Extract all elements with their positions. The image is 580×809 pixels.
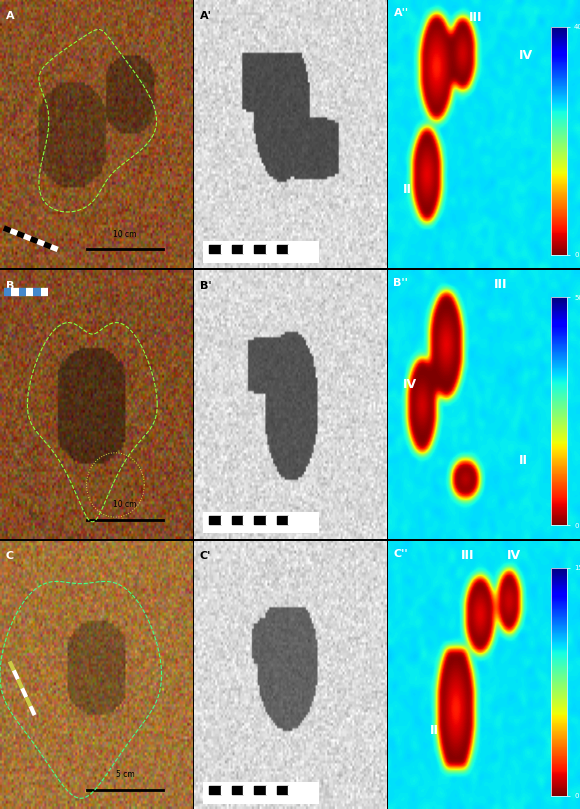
FancyBboxPatch shape — [204, 782, 319, 803]
Text: 10 cm: 10 cm — [113, 230, 137, 239]
Text: III: III — [461, 549, 474, 561]
Text: A: A — [6, 11, 14, 21]
Text: A'': A'' — [393, 8, 408, 18]
Text: C': C' — [200, 552, 211, 561]
Text: IV: IV — [519, 49, 532, 62]
FancyBboxPatch shape — [204, 241, 319, 263]
Text: II: II — [430, 724, 439, 737]
Text: B'': B'' — [393, 278, 408, 289]
Text: III: III — [469, 11, 482, 23]
Text: II: II — [403, 183, 412, 196]
Text: A': A' — [200, 11, 212, 21]
Text: 5 cm: 5 cm — [115, 770, 135, 780]
Text: 10 cm: 10 cm — [113, 500, 137, 509]
Text: IV: IV — [507, 549, 521, 561]
Text: II: II — [519, 454, 527, 467]
Text: B: B — [6, 281, 14, 291]
Text: C: C — [6, 552, 14, 561]
FancyBboxPatch shape — [204, 512, 319, 533]
Text: IV: IV — [403, 379, 417, 392]
Text: B': B' — [200, 281, 211, 291]
Text: III: III — [494, 278, 507, 291]
Text: C'': C'' — [393, 549, 408, 559]
